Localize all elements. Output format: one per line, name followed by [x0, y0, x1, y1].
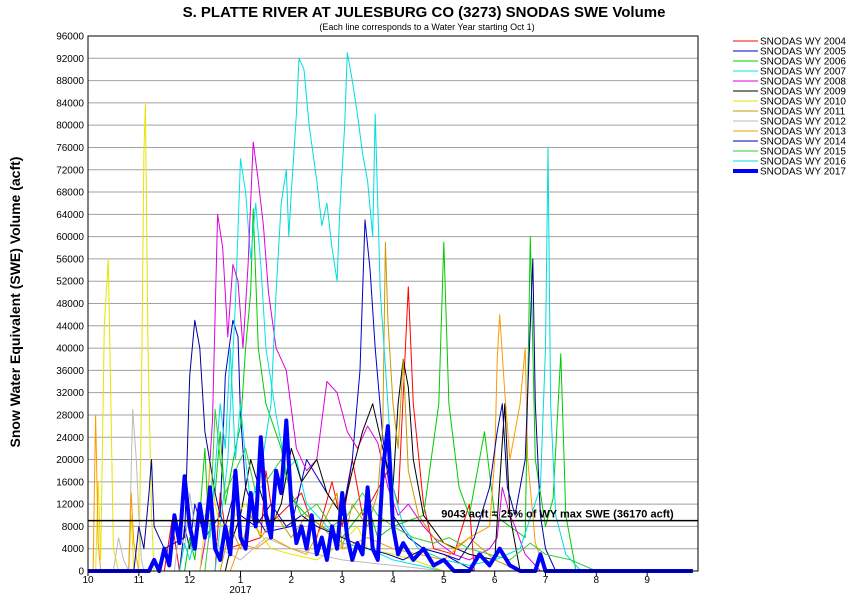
series-line-snodas-wy-2008 — [88, 141, 693, 572]
y-axis-label: Snow Water Equivalent (SWE) Volume (acft… — [7, 157, 23, 448]
x-tick-label: 7 — [543, 575, 549, 586]
grid-layer — [88, 35, 698, 550]
y-tick-label: 4000 — [62, 544, 85, 555]
y-tick-label: 52000 — [56, 277, 84, 288]
x-tick-label: 8 — [594, 575, 600, 586]
legend-label: SNODAS WY 2013 — [760, 127, 846, 138]
y-tick-label: 96000 — [56, 32, 84, 43]
legend-label: SNODAS WY 2011 — [760, 107, 846, 118]
x-tick-label: 12 — [184, 575, 196, 586]
threshold-label: 9043 acft = 25% of WY max SWE (36170 acf… — [441, 509, 674, 521]
threshold-layer: 9043 acft = 25% of WY max SWE (36170 acf… — [88, 509, 698, 522]
x-tick-label: 1 — [238, 575, 244, 586]
y-tick-label: 28000 — [56, 410, 84, 421]
x-axis-ticks: 10 11 12 1 2 3 4 5 6 7 8 9 — [82, 571, 650, 586]
x-axis-year-label: 2017 — [229, 585, 252, 596]
legend-label: SNODAS WY 2010 — [760, 97, 846, 108]
x-tick-label: 2 — [289, 575, 295, 586]
y-tick-label: 56000 — [56, 254, 84, 265]
legend-label: SNODAS WY 2006 — [760, 57, 846, 68]
y-tick-label: 84000 — [56, 98, 84, 109]
x-tick-label: 6 — [492, 575, 498, 586]
x-tick-label: 5 — [441, 575, 447, 586]
chart-subtitle: (Each line corresponds to a Water Year s… — [319, 22, 534, 32]
y-tick-label: 44000 — [56, 321, 84, 332]
y-tick-label: 40000 — [56, 344, 84, 355]
legend-label: SNODAS WY 2015 — [760, 147, 846, 158]
y-tick-label: 92000 — [56, 54, 84, 65]
chart-title: S. PLATTE RIVER AT JULESBURG CO (3273) S… — [183, 4, 666, 21]
legend-label: SNODAS WY 2014 — [760, 137, 846, 148]
y-tick-label: 0 — [78, 567, 84, 578]
y-tick-label: 88000 — [56, 76, 84, 87]
series-line-snodas-wy-2011 — [88, 241, 693, 572]
legend-label: SNODAS WY 2004 — [760, 37, 846, 48]
y-tick-label: 8000 — [62, 522, 85, 533]
legend-label: SNODAS WY 2008 — [760, 77, 846, 88]
y-tick-label: 20000 — [56, 455, 84, 466]
y-tick-label: 68000 — [56, 188, 84, 199]
legend-label: SNODAS WY 2007 — [760, 67, 846, 78]
x-tick-label: 10 — [82, 575, 94, 586]
y-tick-label: 72000 — [56, 165, 84, 176]
y-tick-label: 36000 — [56, 366, 84, 377]
y-tick-label: 60000 — [56, 232, 84, 243]
y-tick-label: 80000 — [56, 121, 84, 132]
y-tick-label: 32000 — [56, 388, 84, 399]
x-tick-label: 4 — [390, 575, 396, 586]
legend-label: SNODAS WY 2016 — [760, 157, 846, 168]
series-line-snodas-wy-2017 — [88, 418, 693, 573]
legend-label: SNODAS WY 2012 — [760, 117, 846, 128]
y-tick-label: 48000 — [56, 299, 84, 310]
legend-label: SNODAS WY 2017 — [760, 167, 846, 178]
y-tick-label: 76000 — [56, 143, 84, 154]
y-tick-label: 12000 — [56, 500, 84, 511]
y-axis-ticks: 0 4000 8000 12000 16000 20000 24000 28000 32000 3… — [56, 32, 84, 578]
legend-label: SNODAS WY 2009 — [760, 87, 846, 98]
x-tick-label: 11 — [134, 575, 145, 586]
legend-label: SNODAS WY 2005 — [760, 47, 846, 58]
y-tick-label: 24000 — [56, 433, 84, 444]
y-tick-label: 16000 — [56, 477, 84, 488]
y-tick-label: 64000 — [56, 210, 84, 221]
x-tick-label: 9 — [644, 575, 650, 586]
x-tick-label: 3 — [339, 575, 345, 586]
